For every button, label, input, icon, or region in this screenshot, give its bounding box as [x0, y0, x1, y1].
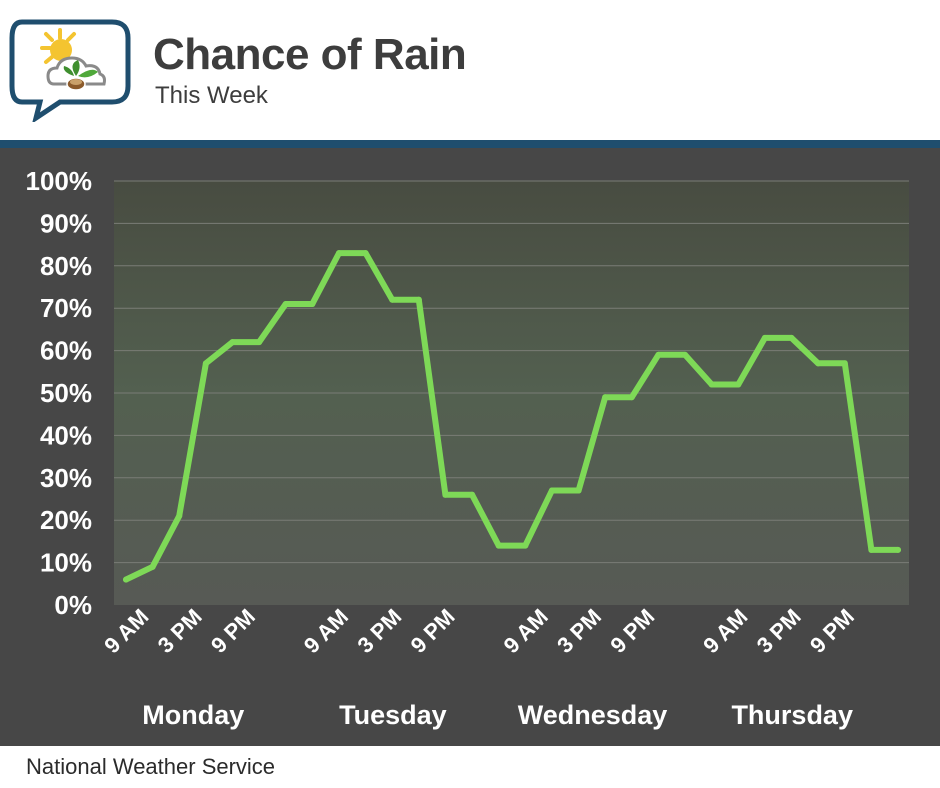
x-tick-label: 3 PM — [752, 604, 806, 658]
data-point — [815, 360, 822, 367]
y-tick-label: 90% — [40, 208, 92, 238]
data-point — [282, 300, 289, 307]
day-label: Wednesday — [518, 700, 668, 730]
y-tick-label: 70% — [40, 293, 92, 323]
y-tick-label: 50% — [40, 378, 92, 408]
rain-chance-series-line — [123, 250, 901, 583]
data-point — [335, 250, 342, 257]
y-tick-label: 0% — [54, 590, 92, 620]
data-point — [202, 360, 209, 367]
y-tick-label: 30% — [40, 463, 92, 493]
data-point — [229, 339, 236, 346]
data-point — [309, 300, 316, 307]
data-point — [176, 512, 183, 519]
data-point — [655, 351, 662, 358]
data-point — [895, 546, 901, 553]
data-point — [256, 339, 263, 346]
y-tick-label: 60% — [40, 336, 92, 366]
data-point — [123, 576, 129, 583]
page-subtitle: This Week — [155, 82, 268, 109]
data-point — [389, 296, 396, 303]
data-point — [735, 381, 742, 388]
data-point — [469, 491, 476, 498]
x-tick-label: 9 PM — [605, 604, 659, 658]
data-point — [442, 491, 449, 498]
data-point — [415, 296, 422, 303]
x-tick-label: 9 AM — [299, 604, 353, 658]
x-tick-label: 3 PM — [153, 604, 207, 658]
data-point — [602, 394, 609, 401]
y-tick-label: 40% — [40, 420, 92, 450]
data-point — [868, 546, 875, 553]
rain-chance-line-chart: 0%10%20%30%40%50%60%70%80%90%100% 9 AM 3 … — [26, 166, 909, 730]
day-label: Tuesday — [339, 700, 447, 730]
chart-panel: 0% 10% 20% 30% 40% 50% 60% 70% 80% 90% 100% 9 AM 3 … — [0, 148, 940, 746]
data-point — [575, 487, 582, 494]
y-tick-label: 20% — [40, 505, 92, 535]
data-point — [362, 250, 369, 257]
header: Chance of Rain This Week — [0, 0, 940, 140]
data-point — [761, 334, 768, 341]
source-credit: National Weather Service — [26, 754, 276, 779]
x-tick-label: 9 PM — [406, 604, 460, 658]
data-point — [628, 394, 635, 401]
data-point — [788, 334, 795, 341]
x-tick-label: 9 PM — [805, 604, 859, 658]
y-tick-label: 10% — [40, 548, 92, 578]
data-point — [548, 487, 555, 494]
x-tick-label: 3 PM — [352, 604, 406, 658]
day-label: Thursday — [731, 700, 853, 730]
page-title: Chance of Rain — [153, 30, 467, 79]
y-tick-label: 100% — [26, 166, 93, 196]
sun-cloud-plant-icon — [9, 19, 131, 122]
day-label: Monday — [142, 700, 244, 730]
data-point — [682, 351, 689, 358]
y-tick-label: 80% — [40, 251, 92, 281]
data-point — [708, 381, 715, 388]
x-tick-label: 9 PM — [206, 604, 260, 658]
data-point — [522, 542, 529, 549]
data-point — [841, 360, 848, 367]
data-point — [495, 542, 502, 549]
x-tick-label: 3 PM — [552, 604, 606, 658]
x-tick-label: 9 AM — [499, 604, 553, 658]
data-point — [149, 563, 156, 570]
header-divider — [0, 140, 940, 148]
x-tick-label: 9 AM — [698, 604, 752, 658]
x-tick-label: 9 AM — [99, 604, 153, 658]
